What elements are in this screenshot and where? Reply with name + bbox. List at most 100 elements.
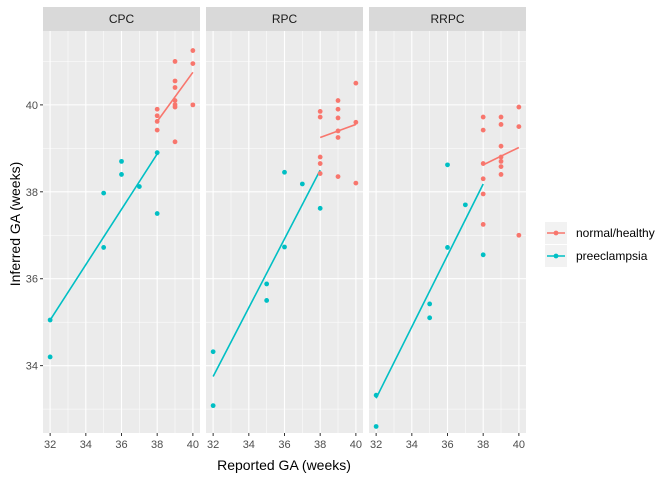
- data-point: [516, 124, 522, 130]
- panel-rrpc: RRPC 32 34 36 38 40: [369, 7, 526, 451]
- data-point: [47, 317, 53, 323]
- data-point: [445, 245, 450, 250]
- data-point: [498, 154, 504, 160]
- x-tick-label: 38: [151, 439, 163, 451]
- data-point: [101, 245, 107, 250]
- y-tick-label: 34: [26, 361, 38, 373]
- data-point: [119, 172, 124, 177]
- data-point: [154, 127, 160, 133]
- data-point: [498, 164, 504, 169]
- panels: CPC 32 34 36 38 40 RPC 32 34 36 38 40 RRPC 32 34 36 38 40…: [26, 7, 526, 451]
- data-point: [480, 161, 486, 166]
- data-point: [335, 115, 341, 121]
- data-point: [498, 172, 504, 177]
- panel-cpc: CPC 32 34 36 38 40: [43, 7, 200, 451]
- data-point: [264, 298, 270, 303]
- legend-item: preeclampsia: [545, 245, 648, 267]
- data-point: [516, 232, 522, 238]
- data-point: [498, 143, 504, 149]
- data-point: [317, 205, 323, 211]
- data-point: [210, 349, 216, 355]
- data-point: [498, 122, 504, 127]
- y-axis-title: Inferred GA (weeks): [7, 162, 23, 287]
- data-point: [317, 171, 323, 176]
- legend-label: preeclampsia: [576, 249, 648, 263]
- data-point: [317, 109, 323, 114]
- fit-line-normal-healthy: [156, 71, 194, 122]
- data-point: [172, 85, 178, 90]
- data-point: [317, 161, 323, 166]
- legend-key-point: [553, 253, 559, 259]
- panel-strip: [369, 7, 526, 31]
- data-point: [480, 191, 486, 197]
- data-point: [335, 174, 341, 179]
- legend-label: normal/healthy: [576, 226, 655, 240]
- data-point: [445, 162, 450, 168]
- legend: normal/healthy preeclampsia: [545, 222, 655, 267]
- data-point: [190, 61, 196, 66]
- x-tick-label: 38: [477, 439, 489, 451]
- x-tick-label: 34: [80, 439, 92, 451]
- fit-line-preeclampsia: [212, 169, 321, 377]
- legend-key-point: [553, 230, 559, 236]
- x-tick-label: 32: [44, 439, 56, 451]
- data-point: [154, 106, 160, 112]
- data-point: [480, 252, 486, 258]
- panel-strip-label: RRPC: [430, 12, 464, 26]
- data-point: [299, 181, 305, 187]
- data-point: [335, 98, 341, 103]
- data-point: [353, 119, 359, 125]
- x-tick-label: 36: [115, 439, 127, 451]
- data-point: [480, 221, 486, 227]
- panel-rpc: RPC 32 34 36 38 40: [206, 7, 363, 451]
- data-point: [335, 106, 341, 112]
- data-point: [154, 211, 160, 216]
- data-point: [154, 118, 160, 124]
- data-point: [136, 184, 142, 189]
- data-point: [264, 281, 270, 287]
- data-point: [282, 169, 287, 175]
- data-point: [480, 114, 486, 120]
- data-point: [373, 424, 379, 429]
- x-tick-label: 34: [243, 439, 255, 451]
- data-point: [335, 135, 341, 140]
- x-axis-title: Reported GA (weeks): [217, 457, 351, 473]
- data-point: [172, 139, 178, 145]
- x-tick-label: 38: [314, 439, 326, 451]
- x-tick-label: 40: [350, 439, 362, 451]
- data-point: [210, 403, 216, 409]
- y-tick-label: 36: [26, 274, 38, 286]
- data-point: [353, 80, 359, 86]
- x-tick-label: 32: [207, 439, 219, 451]
- data-point: [172, 98, 178, 103]
- data-point: [172, 104, 178, 110]
- x-tick-label: 36: [441, 439, 453, 451]
- data-point: [282, 244, 287, 250]
- data-point: [154, 150, 160, 156]
- panel-strip-label: RPC: [272, 12, 298, 26]
- data-point: [516, 104, 522, 110]
- data-point: [498, 114, 504, 120]
- fit-line-preeclampsia: [375, 183, 484, 399]
- y-axis: 34 36 38 40: [26, 100, 43, 373]
- data-point: [317, 154, 323, 160]
- x-tick-label: 40: [513, 439, 525, 451]
- panel-strip-label: CPC: [109, 12, 135, 26]
- data-point: [353, 180, 359, 186]
- y-tick-label: 38: [26, 187, 38, 199]
- data-point: [119, 158, 124, 164]
- data-point: [335, 128, 341, 134]
- panel-strip: [43, 7, 200, 31]
- data-point: [172, 59, 178, 64]
- fit-line-preeclampsia: [49, 153, 158, 321]
- data-point: [190, 102, 196, 108]
- x-tick-label: 36: [278, 439, 290, 451]
- data-point: [427, 315, 433, 321]
- data-point: [101, 190, 107, 196]
- data-point: [427, 301, 433, 307]
- data-point: [317, 114, 323, 120]
- data-point: [480, 176, 486, 182]
- data-point: [480, 127, 486, 133]
- x-tick-label: 32: [370, 439, 382, 451]
